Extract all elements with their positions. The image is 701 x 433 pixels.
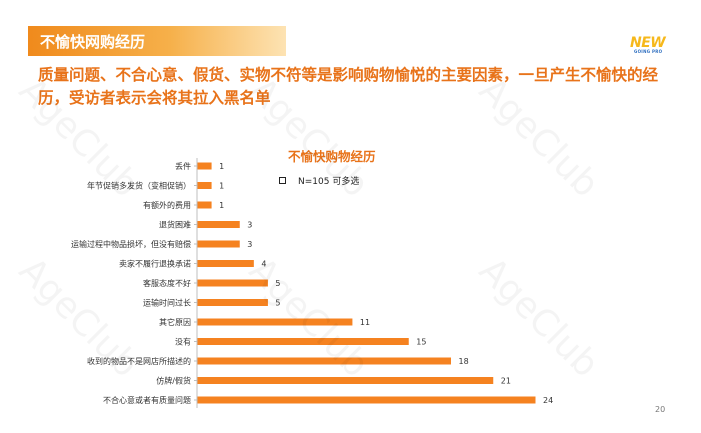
page-number: 20 — [655, 405, 666, 414]
data-label: 1 — [219, 182, 224, 191]
bar — [197, 221, 240, 228]
category-label: 运输时间过长 — [143, 298, 191, 308]
category-label: 客服态度不好 — [143, 278, 191, 288]
category-label: 没有 — [175, 337, 191, 347]
bar — [197, 396, 536, 404]
data-label: 21 — [501, 377, 511, 386]
bar — [197, 201, 212, 209]
data-label: 15 — [416, 338, 426, 347]
brand-logo: NEW GOING PRO — [630, 35, 672, 57]
category-label: 其它原因 — [159, 317, 191, 327]
data-label: 18 — [459, 357, 469, 366]
data-label: 1 — [219, 162, 224, 171]
category-label: 有额外的费用 — [143, 200, 191, 210]
data-label: 5 — [275, 279, 280, 288]
bar — [197, 318, 353, 326]
sample-note: N=105 可多选 — [279, 174, 359, 188]
logo-text: NEW — [630, 35, 666, 51]
data-label: 1 — [219, 201, 224, 210]
bar — [197, 162, 212, 170]
category-label: 年节促销多发货（变相促销） — [87, 181, 191, 191]
category-label: 卖家不履行退换承诺 — [119, 259, 191, 269]
page-title: 不愉快网购经历 — [40, 33, 146, 51]
bar — [197, 299, 268, 306]
data-label: 3 — [247, 221, 252, 230]
category-label: 运输过程中物品损坏，但没有赔偿 — [71, 239, 191, 249]
bar — [197, 260, 254, 267]
category-label: 退货困难 — [159, 220, 191, 230]
headline: 质量问题、不合心意、假货、实物不符等是影响购物愉悦的主要因素，一旦产生不愉快的经… — [38, 66, 659, 107]
data-label: 11 — [360, 318, 370, 327]
bar — [197, 182, 212, 189]
category-label: 收到的物品不是网店所描述的 — [87, 356, 191, 366]
title-bar: 不愉快网购经历 — [28, 26, 286, 56]
data-label: 3 — [247, 240, 252, 249]
data-label: 4 — [261, 260, 266, 269]
sample-note-text: N=105 可多选 — [298, 177, 360, 187]
bar — [197, 377, 494, 384]
chart-title: 不愉快购物经历 — [288, 149, 376, 164]
bar — [197, 240, 240, 248]
bar — [197, 357, 451, 365]
data-label: 5 — [275, 299, 280, 308]
bar — [197, 338, 409, 345]
logo-subtext: GOING PRO — [634, 49, 663, 54]
checkbox-square-icon — [279, 177, 286, 184]
category-label: 丢件 — [175, 161, 191, 171]
category-label: 仿牌/假货 — [156, 376, 191, 386]
data-label: 24 — [543, 396, 553, 405]
category-label: 不合心意或者有质量问题 — [103, 395, 191, 405]
bar — [197, 279, 268, 287]
